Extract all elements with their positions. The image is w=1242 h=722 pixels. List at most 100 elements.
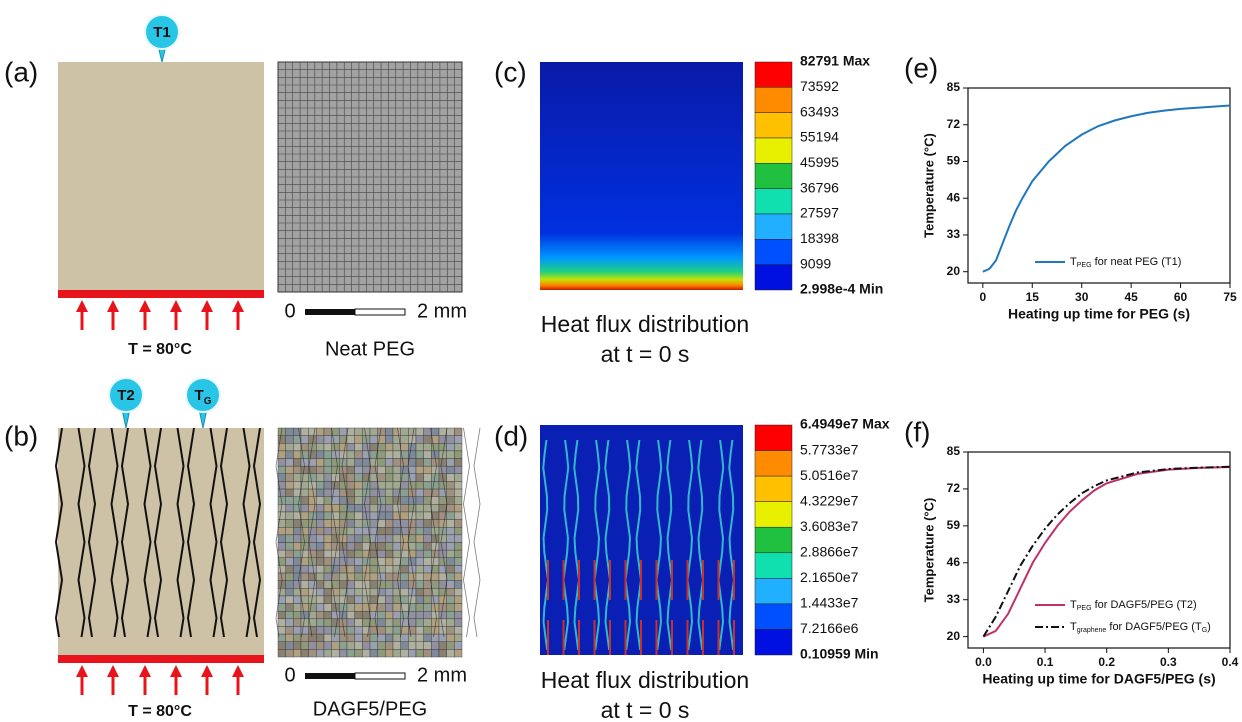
mesh-cell	[438, 443, 447, 452]
mesh-cell	[277, 450, 286, 459]
mesh-cell	[346, 611, 355, 620]
mesh-cell	[362, 542, 371, 551]
mesh-cell	[408, 504, 417, 513]
mesh-cell	[285, 603, 294, 612]
mesh-cell	[446, 557, 455, 566]
mesh-cell	[323, 504, 332, 513]
mesh-cell	[438, 496, 447, 505]
mesh-cell	[454, 534, 463, 543]
mesh-cell	[454, 443, 463, 452]
mesh-cell	[454, 435, 463, 444]
mesh-cell	[354, 427, 363, 436]
mesh-cell	[423, 534, 432, 543]
mesh-cell	[331, 595, 340, 604]
fiber	[143, 427, 152, 638]
mesh-cell	[431, 649, 440, 658]
mesh-cell	[300, 511, 309, 520]
mesh-cell	[316, 435, 325, 444]
fiber	[186, 427, 196, 638]
mesh-cell	[423, 504, 432, 513]
x-tick-label: 60	[1174, 290, 1188, 304]
caption: at t = 0 s	[601, 341, 690, 367]
panel-label: (c)	[494, 56, 527, 87]
mesh-cell	[400, 435, 409, 444]
mesh-cell	[423, 649, 432, 658]
mesh-cell	[408, 427, 417, 436]
mesh-cell	[354, 496, 363, 505]
mesh-cell	[392, 481, 401, 490]
mesh-cell	[408, 611, 417, 620]
mesh-cell	[423, 427, 432, 436]
mesh-cell	[277, 626, 286, 635]
mesh-cell	[316, 549, 325, 558]
mesh-cell	[293, 649, 302, 658]
mesh-cell	[285, 481, 294, 490]
mesh-cell	[277, 611, 286, 620]
mesh-cell	[300, 458, 309, 467]
mesh-cell	[316, 641, 325, 650]
fiber-overlay	[308, 427, 316, 638]
mesh-cell	[300, 649, 309, 658]
sample-neat	[58, 62, 264, 290]
mesh-cell	[423, 458, 432, 467]
mesh-cell	[354, 572, 363, 581]
mesh-cell	[369, 435, 378, 444]
mesh-cell	[446, 580, 455, 589]
fiber-overlay	[331, 427, 338, 638]
mesh-cell	[277, 588, 286, 597]
mesh-cell	[316, 488, 325, 497]
mesh-cell	[316, 511, 325, 520]
mesh-cell	[354, 473, 363, 482]
mesh-cell	[323, 427, 332, 436]
arrow-head	[107, 665, 119, 677]
mesh-cell	[316, 443, 325, 452]
mesh-cell	[323, 611, 332, 620]
mesh-cell	[377, 580, 386, 589]
mesh-cell	[415, 572, 424, 581]
series-line	[982, 465, 1231, 638]
mesh-cell	[369, 519, 378, 528]
mesh-cell	[392, 427, 401, 436]
mesh-cell	[423, 641, 432, 650]
mesh-cell	[346, 443, 355, 452]
mesh-cell	[323, 450, 332, 459]
mesh-cell	[316, 588, 325, 597]
mesh-cell	[323, 580, 332, 589]
mesh-cell	[323, 542, 332, 551]
fiber-overlay	[275, 427, 283, 638]
mesh-cell	[385, 572, 394, 581]
scale-bar	[354, 672, 406, 680]
mesh-cell	[400, 641, 409, 650]
mesh-cell	[369, 595, 378, 604]
mesh-cell	[431, 557, 440, 566]
mesh-cell	[385, 473, 394, 482]
mesh-cell	[316, 458, 325, 467]
mesh-caption: Neat PEG	[325, 338, 415, 360]
mesh-cell	[392, 473, 401, 482]
mesh-cell	[285, 458, 294, 467]
mesh-cell	[431, 496, 440, 505]
mesh-cell	[354, 435, 363, 444]
mesh-cell	[415, 565, 424, 574]
mesh-cell	[408, 580, 417, 589]
mesh-cell	[369, 580, 378, 589]
fiber	[219, 427, 229, 638]
mesh-cell	[385, 504, 394, 513]
mesh-cell	[377, 473, 386, 482]
x-tick-label: 0	[979, 290, 986, 304]
mesh-cell	[392, 580, 401, 589]
mesh-cell	[308, 527, 317, 536]
vein	[604, 439, 612, 651]
caption: Heat flux distribution	[541, 667, 749, 693]
mesh-cell	[346, 549, 355, 558]
mesh-cell	[354, 595, 363, 604]
series-line	[982, 104, 1231, 273]
mesh-cell	[385, 588, 394, 597]
mesh-cell	[385, 488, 394, 497]
mesh-cell	[377, 534, 386, 543]
mesh-cell	[323, 549, 332, 558]
arrow-head	[170, 300, 182, 312]
mesh-cell	[346, 458, 355, 467]
mesh-cell	[438, 611, 447, 620]
mesh-cell	[346, 588, 355, 597]
